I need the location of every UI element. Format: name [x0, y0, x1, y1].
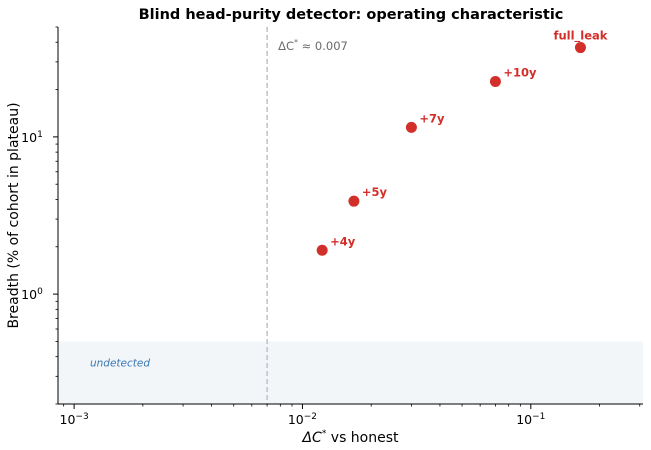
data-point: [574, 42, 586, 54]
x-tick-label: 10−1: [516, 412, 545, 427]
x-label-text: vs honest: [326, 430, 399, 446]
x-tick-exp: −1: [532, 412, 545, 422]
data-point: [405, 121, 417, 133]
data-point: [348, 195, 360, 207]
x-axis-ticks: 10−3 10−2 10−1: [60, 404, 641, 427]
chart-title: Blind head-purity detector: operating ch…: [139, 7, 564, 23]
y-axis-label: Breadth (% of cohort in plateau): [6, 102, 22, 328]
x-tick-base: 10: [516, 412, 532, 427]
x-tick-label: 10−3: [60, 412, 89, 427]
data-point-label: +7y: [419, 111, 445, 125]
undetected-region: [58, 341, 643, 404]
x-tick-base: 10: [60, 412, 76, 427]
x-axis-label: ΔC* vs honest: [301, 429, 399, 446]
y-tick-exp: 0: [37, 287, 43, 297]
threshold-annotation: ΔC* ≈ 0.007: [278, 38, 348, 53]
y-tick-exp: 1: [37, 130, 43, 140]
threshold-label-sup: *: [294, 38, 298, 47]
plot-area: undetected ΔC* ≈ 0.007 +4y +5y +7y +10y full…: [58, 27, 643, 404]
data-point-label: +10y: [503, 66, 537, 80]
y-tick-base: 10: [21, 130, 37, 145]
x-tick-exp: −3: [75, 412, 88, 422]
y-tick-label: 100: [21, 287, 43, 302]
y-tick-label: 101: [21, 130, 43, 145]
data-point-label: full_leak: [553, 29, 607, 44]
data-point-label: +4y: [330, 234, 356, 248]
x-tick-base: 10: [288, 412, 304, 427]
threshold-label-symbol: ΔC: [278, 39, 294, 53]
x-tick-label: 10−2: [288, 412, 317, 427]
x-label-symbol: ΔC: [301, 430, 322, 446]
x-label-sup: *: [322, 429, 327, 439]
undetected-region-label: undetected: [90, 357, 150, 369]
y-tick-base: 10: [21, 287, 37, 302]
data-points: +4y +5y +7y +10y full_leak: [316, 29, 608, 256]
data-point: [489, 76, 501, 88]
data-point-label: +5y: [362, 185, 388, 199]
data-point: [316, 244, 328, 256]
threshold-label-value: ≈ 0.007: [298, 39, 348, 53]
x-tick-exp: −2: [304, 412, 317, 422]
